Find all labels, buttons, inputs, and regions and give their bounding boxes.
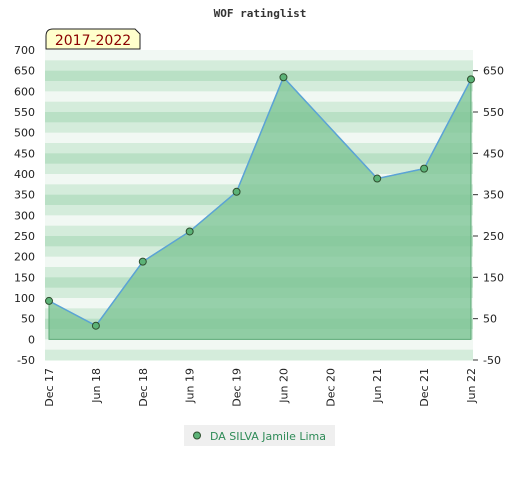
y-left-tick-label: 50: [21, 313, 35, 326]
y-left-tick-label: 250: [14, 230, 35, 243]
legend-label: DA SILVA Jamile Lima: [210, 430, 326, 443]
legend-background: [184, 425, 335, 446]
grid-band: [45, 112, 473, 123]
data-point: [91, 321, 100, 330]
x-tick-label: Dec 18: [137, 368, 150, 407]
grid-band: [45, 50, 473, 61]
y-right-tick-label: -50: [483, 354, 501, 367]
x-tick-label: Dec 20: [324, 368, 337, 407]
y-right-tick-label: 550: [483, 106, 504, 119]
x-tick-label: Jun 18: [90, 368, 103, 404]
y-right-tick-label: 150: [483, 271, 504, 284]
period-label: 2017-2022: [55, 33, 131, 49]
y-left-tick-label: 200: [14, 251, 35, 264]
x-tick-label: Jun 22: [465, 368, 478, 404]
y-left-tick-label: 550: [14, 106, 35, 119]
data-point: [467, 75, 475, 84]
y-right-tick-label: 50: [483, 313, 497, 326]
period-badge: 2017-2022: [45, 28, 141, 50]
legend-marker: [193, 431, 201, 440]
data-point: [279, 73, 288, 82]
x-tick-label: Dec 17: [43, 368, 56, 407]
grid-band: [45, 91, 473, 103]
data-point: [45, 296, 53, 305]
y-left-tick-label: 300: [14, 209, 35, 222]
y-left-tick-label: 350: [14, 189, 35, 202]
y-right-tick-label: 350: [483, 189, 504, 202]
data-point: [373, 174, 382, 183]
y-left-tick-label: -50: [17, 354, 35, 367]
x-tick-label: Jun 21: [371, 368, 384, 404]
x-tick-label: Jun 20: [277, 368, 290, 404]
y-axis-left: 7006506005505004504003503002502001501005…: [14, 44, 35, 367]
y-left-tick-label: 650: [14, 65, 35, 78]
grid-band: [45, 122, 473, 134]
y-left-tick-label: 400: [14, 168, 35, 181]
y-left-tick-label: 500: [14, 127, 35, 140]
data-point: [185, 227, 194, 236]
y-right-tick-label: 450: [483, 147, 504, 160]
y-left-tick-label: 600: [14, 85, 35, 98]
x-axis: Dec 17 Jun 18 Dec 18 Jun 19 Dec 19 Jun 20 Dec …: [43, 368, 478, 407]
y-axis-right: 650 550 450 350 250 150 50 -50: [473, 65, 504, 367]
y-left-tick-label: 700: [14, 44, 35, 57]
data-point: [420, 164, 429, 173]
grid-band: [45, 81, 473, 92]
grid-band: [45, 339, 473, 351]
x-tick-label: Dec 19: [231, 368, 244, 407]
y-left-tick-label: 150: [14, 271, 35, 284]
x-tick-label: Dec 21: [418, 368, 431, 407]
legend: DA SILVA Jamile Lima: [184, 425, 335, 446]
x-tick-label: Jun 19: [184, 368, 197, 404]
data-point: [138, 257, 147, 266]
grid-band: [45, 70, 473, 82]
y-left-tick-label: 100: [14, 292, 35, 305]
grid-band: [45, 101, 473, 113]
y-left-tick-label: 0: [28, 333, 35, 346]
grid-band: [45, 349, 473, 361]
chart-title: WOF ratinglist: [214, 7, 307, 20]
y-right-tick-label: 250: [483, 230, 504, 243]
period-badge-box: [45, 28, 141, 50]
y-left-tick-label: 450: [14, 147, 35, 160]
data-point: [232, 187, 241, 196]
area-layer: [45, 73, 475, 340]
grid-band: [45, 60, 473, 72]
y-right-tick-label: 650: [483, 65, 504, 78]
